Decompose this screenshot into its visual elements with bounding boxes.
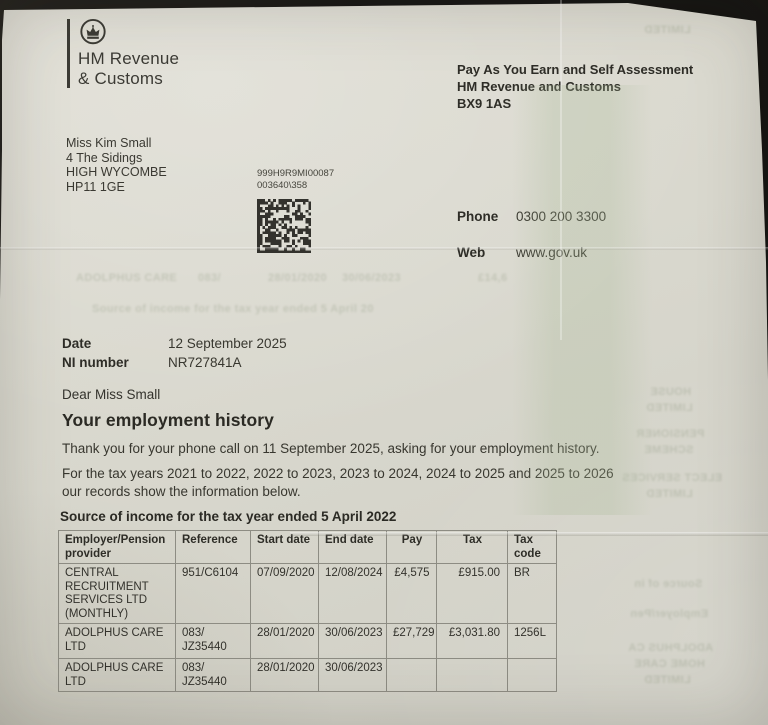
crown-icon bbox=[78, 17, 108, 52]
table-header-cell: Start date bbox=[250, 530, 319, 564]
table-cell: 07/09/2020 bbox=[250, 563, 319, 624]
ni-number-label: NI number bbox=[62, 354, 129, 370]
table-cell: 28/01/2020 bbox=[250, 623, 319, 659]
table-cell bbox=[436, 658, 508, 692]
table-header-cell: Tax bbox=[436, 530, 508, 564]
postal-reference: 999H9R9MI00087 003640\358 bbox=[257, 168, 334, 192]
table-cell: £4,575 bbox=[386, 563, 437, 624]
table-cell: CENTRAL RECRUITMENT SERVICES LTD (MONTHL… bbox=[58, 563, 176, 624]
sender-line: BX9 1AS bbox=[457, 96, 512, 111]
table-cell: 30/06/2023 bbox=[318, 658, 387, 692]
org-name: HM Revenue & Customs bbox=[78, 49, 179, 88]
recipient-line: Miss Kim Small bbox=[66, 136, 152, 150]
web-label: Web bbox=[457, 245, 486, 260]
table-cell: £27,729 bbox=[386, 623, 437, 659]
logo-divider-bar bbox=[67, 19, 70, 88]
org-name-line2: & Customs bbox=[78, 68, 163, 88]
table-header-cell: Tax code bbox=[507, 530, 557, 564]
table-cell: 12/08/2024 bbox=[318, 563, 387, 624]
date-label: Date bbox=[62, 336, 92, 351]
table-cell: 951/C6104 bbox=[175, 563, 251, 624]
table-cell: BR bbox=[507, 563, 557, 624]
table-cell: ADOLPHUS CARE LTD bbox=[58, 658, 176, 692]
postal-reference-line: 999H9R9MI00087 bbox=[257, 168, 335, 179]
bleedthrough-text: ADOLPHUS CARE bbox=[76, 272, 178, 284]
table-header-cell: End date bbox=[318, 530, 387, 564]
recipient-line: 4 The Sidings bbox=[66, 150, 143, 165]
table-header-cell: Pay bbox=[386, 530, 437, 564]
recipient-address: Miss Kim Small 4 The Sidings HIGH WYCOMB… bbox=[66, 136, 167, 194]
table-header-cell: Employer/Pension provider bbox=[58, 530, 176, 564]
table-cell: 30/06/2023 bbox=[318, 623, 387, 659]
table-cell: 1256L bbox=[507, 623, 557, 659]
letter-heading: Your employment history bbox=[62, 410, 275, 430]
bleedthrough-text: 083/ bbox=[198, 272, 222, 284]
postal-reference-line: 003640\358 bbox=[257, 180, 308, 191]
org-name-line1: HM Revenue bbox=[78, 49, 180, 68]
table-row: ADOLPHUS CARE LTD 083/ JZ35440 28/01/202… bbox=[58, 623, 557, 659]
paragraph: Thank you for your phone call on 11 Sept… bbox=[62, 441, 600, 456]
table-cell: 28/01/2020 bbox=[250, 658, 319, 692]
salutation: Dear Miss Small bbox=[62, 387, 161, 402]
table-header-row: Employer/Pension provider Reference Star… bbox=[58, 530, 557, 564]
table-cell: 083/ JZ35440 bbox=[175, 658, 251, 692]
phone-label: Phone bbox=[457, 209, 499, 224]
table-cell: ADOLPHUS CARE LTD bbox=[58, 623, 176, 659]
recipient-line: HP11 1GE bbox=[66, 179, 125, 194]
web-value: www.gov.uk bbox=[516, 245, 588, 260]
table-title: Source of income for the tax year ended … bbox=[60, 509, 397, 524]
bleedthrough-text: Source of income for the tax year ended … bbox=[92, 303, 374, 315]
sender-address: Pay As You Earn and Self Assessment HM R… bbox=[457, 61, 693, 112]
table-cell bbox=[507, 658, 557, 692]
bleedthrough-text: 30/06/2023 bbox=[342, 272, 402, 284]
date-value: 12 September 2025 bbox=[168, 336, 287, 351]
table-row: ADOLPHUS CARE LTD 083/ JZ35440 28/01/202… bbox=[58, 658, 557, 692]
bleedthrough-text: 28/01/2020 bbox=[268, 272, 328, 284]
ni-number-row: NI number NR727841A bbox=[62, 354, 287, 373]
paragraph: For the tax years 2021 to 2022, 2022 to … bbox=[62, 466, 614, 499]
table-row: CENTRAL RECRUITMENT SERVICES LTD (MONTHL… bbox=[58, 563, 557, 624]
letter-meta: Date 12 September 2025 NI number NR72784… bbox=[62, 335, 287, 372]
datamatrix-barcode bbox=[257, 199, 312, 258]
sender-line: HM Revenue and Customs bbox=[457, 79, 621, 94]
bleedthrough-text: £14,6 bbox=[478, 272, 508, 284]
table-cell: 083/ JZ35440 bbox=[175, 623, 251, 659]
sender-line: Pay As You Earn and Self Assessment bbox=[457, 62, 694, 77]
employment-table: Employer/Pension provider Reference Star… bbox=[58, 530, 557, 692]
ni-number-value: NR727841A bbox=[168, 354, 242, 370]
table-header-cell: Reference bbox=[175, 530, 251, 564]
table-cell: £915.00 bbox=[436, 563, 508, 624]
recipient-line: HIGH WYCOMBE bbox=[66, 165, 167, 179]
table-cell: £3,031.80 bbox=[436, 623, 508, 659]
table-cell bbox=[386, 658, 437, 692]
phone-value: 0300 200 3300 bbox=[516, 209, 607, 224]
date-row: Date 12 September 2025 bbox=[62, 335, 287, 354]
